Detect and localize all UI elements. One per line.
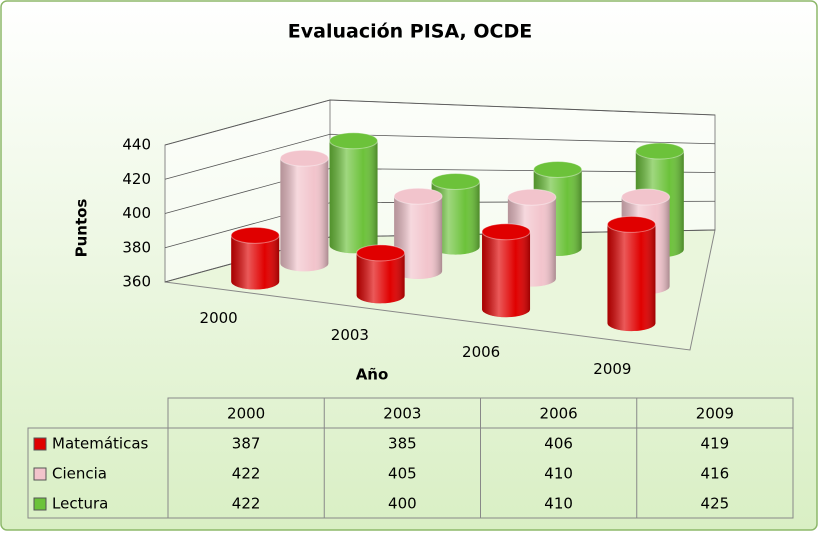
table-value: 387 [232, 435, 261, 453]
cylinder-shade [280, 158, 329, 272]
table-header: 2000 [227, 405, 265, 423]
cylinder-top [356, 244, 406, 262]
cylinder-shade [607, 224, 656, 332]
table-value: 385 [388, 435, 417, 453]
table-value: 410 [544, 495, 573, 513]
cylinder-top [329, 132, 379, 150]
cylinder-top [481, 223, 531, 241]
y-tick-label: 360 [122, 273, 151, 291]
table-value: 405 [388, 465, 417, 483]
table-value: 410 [544, 465, 573, 483]
cylinder-top [431, 173, 481, 190]
x-tick-label: 2003 [331, 326, 369, 344]
y-axis-label: Puntos [73, 199, 91, 258]
x-axis-label: Año [356, 366, 389, 384]
table-value: 422 [232, 495, 261, 513]
cylinder-shade [231, 235, 280, 290]
table-value: 425 [701, 495, 730, 513]
legend-label: Lectura [52, 495, 108, 513]
grid-line [164, 99, 716, 146]
cylinder-shade [394, 196, 443, 279]
table-value: 422 [232, 465, 261, 483]
cylinder-top [621, 188, 671, 206]
cylinder-top [279, 149, 329, 167]
y-tick-label: 400 [122, 204, 151, 222]
x-tick-label: 2006 [462, 343, 500, 361]
table-value: 416 [701, 465, 730, 483]
chart-title: Evaluación PISA, OCDE [288, 21, 532, 43]
table-value: 406 [544, 435, 573, 453]
table-header: 2003 [383, 405, 421, 423]
y-tick-label: 380 [122, 238, 151, 256]
table-value: 419 [701, 435, 730, 453]
legend-key [33, 437, 47, 451]
cylinder-top [230, 226, 280, 244]
legend-label: Matemáticas [52, 435, 149, 453]
cylinder-top [393, 187, 443, 205]
x-tick-label: 2009 [593, 360, 631, 378]
cylinder-top [507, 188, 557, 206]
cylinder-shade [431, 181, 480, 255]
table-header: 2009 [696, 405, 734, 423]
legend-key [33, 497, 47, 511]
cylinder-shade [482, 231, 531, 318]
legend-key [33, 467, 47, 481]
legend-label: Ciencia [52, 465, 107, 483]
cylinder-shade [356, 252, 405, 304]
cylinder-top [533, 160, 583, 178]
y-tick-label: 440 [122, 136, 151, 154]
grid-line [164, 133, 716, 180]
cylinder-shade [329, 140, 378, 254]
x-tick-label: 2000 [200, 309, 238, 327]
table-header: 2006 [540, 405, 578, 423]
table-value: 400 [388, 495, 417, 513]
y-tick-label: 420 [122, 170, 151, 188]
cylinder-top [635, 142, 685, 160]
cylinder-top [606, 215, 656, 233]
